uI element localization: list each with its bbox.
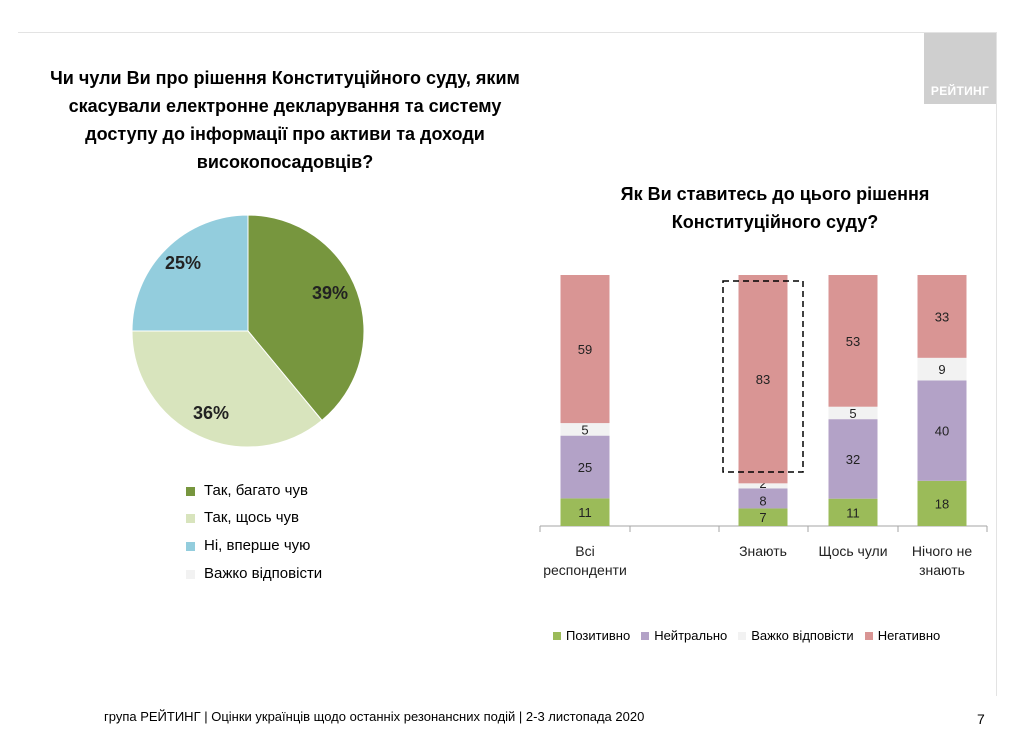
bar-segment: [917, 357, 967, 381]
pie-title-line: Чи чули Ви про рішення Конституційного с…: [50, 68, 520, 88]
legend-swatch: [186, 541, 195, 551]
pie-title-line: скасували електронне декларування та сис…: [68, 96, 502, 116]
bar-segment: [738, 508, 788, 526]
x-tick-label: Нічого не: [912, 543, 973, 559]
bar-segment: [560, 275, 610, 424]
bar-value-label: 2: [759, 476, 766, 491]
bar-value-label: 83: [756, 372, 770, 387]
bar-chart-title: Як Ви ставитесь до цього рішення Констит…: [560, 180, 990, 236]
legend-swatch: [186, 486, 195, 496]
legend-swatch: [186, 569, 195, 579]
pie-legend-item: Важко відповісти: [186, 565, 322, 583]
x-tick-label: Знають: [739, 543, 787, 559]
footer-text: група РЕЙТИНГ | Оцінки українців щодо ос…: [104, 709, 645, 724]
bar-segment: [917, 275, 967, 358]
bar-title-line: Конституційного суду?: [671, 212, 879, 232]
bar-value-label: 53: [846, 334, 860, 349]
bar-segment: [828, 498, 878, 526]
bar-value-label: 25: [578, 460, 592, 475]
pie-legend-item: Ні, вперше чую: [186, 537, 310, 555]
highlight-dashed-box: [722, 280, 804, 473]
bar-segment: [828, 275, 878, 407]
bar-legend-item: Нейтрально: [641, 628, 727, 643]
bar-value-label: 8: [759, 493, 766, 508]
bar-segment: [738, 483, 788, 489]
pie-value-label: 25%: [165, 253, 201, 273]
bar-value-label: 7: [759, 510, 766, 525]
pie-slice: [247, 214, 365, 422]
bar-legend-item: Позитивно: [553, 628, 630, 643]
x-tick-label: Всі: [575, 543, 594, 559]
bar-value-label: 59: [578, 342, 592, 357]
bar-value-label: 5: [581, 422, 588, 437]
x-tick-label: знають: [919, 562, 965, 578]
bar-segment: [560, 435, 610, 499]
bar-segment: [738, 488, 788, 509]
bar-value-label: 32: [846, 452, 860, 467]
pie-value-label: 39%: [312, 283, 348, 303]
frame-top-line: [18, 32, 996, 33]
bar-segment: [828, 406, 878, 420]
bar-value-label: 40: [935, 424, 949, 439]
frame-right-line: [996, 32, 997, 696]
bar-segment: [738, 275, 788, 484]
page-number: 7: [977, 711, 985, 727]
bar-segment: [560, 423, 610, 436]
bar-value-label: 11: [578, 505, 592, 520]
bar-legend: Позитивно Нейтрально Важко відповісти Не…: [553, 628, 951, 643]
pie-value-label: 36%: [193, 403, 229, 423]
pie-legend-item: Так, багато чув: [186, 482, 308, 500]
bar-value-label: 11: [846, 505, 860, 520]
bar-value-label: 18: [935, 496, 949, 511]
bar-segment: [917, 480, 967, 526]
bar-legend-item: Негативно: [864, 628, 940, 643]
pie-title-line: доступу до інформації про активи та дохо…: [85, 124, 485, 144]
legend-swatch: [186, 513, 195, 523]
pie-chart-title: Чи чули Ви про рішення Конституційного с…: [20, 64, 550, 176]
bar-value-label: 9: [938, 362, 945, 377]
bar-value-label: 33: [935, 309, 949, 324]
bar-segment: [917, 380, 967, 481]
pie-legend-item: Так, щось чув: [186, 509, 299, 527]
pie-slice: [131, 330, 323, 448]
bar-title-line: Як Ви ставитесь до цього рішення: [620, 184, 930, 204]
rating-logo: РЕЙТИНГ: [924, 33, 996, 104]
bar-segment: [828, 419, 878, 499]
bar-segment: [560, 498, 610, 526]
pie-title-line: високопосадовців?: [196, 152, 374, 172]
bar-value-label: 5: [849, 406, 856, 421]
bar-legend-item: Важко відповісти: [738, 628, 854, 643]
x-tick-label: респонденти: [543, 562, 627, 578]
pie-slice: [131, 214, 249, 332]
x-tick-label: Щось чули: [818, 543, 887, 559]
